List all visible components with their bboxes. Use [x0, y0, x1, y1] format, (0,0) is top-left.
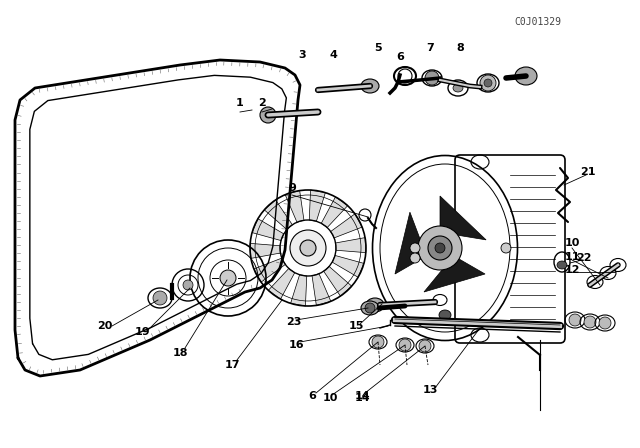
Text: C0J01329: C0J01329: [514, 17, 561, 26]
Polygon shape: [309, 190, 325, 221]
Polygon shape: [264, 200, 292, 229]
Circle shape: [584, 316, 596, 328]
Polygon shape: [335, 237, 366, 253]
Text: 9: 9: [288, 183, 296, 193]
Text: 18: 18: [172, 348, 188, 358]
Polygon shape: [395, 212, 440, 274]
Circle shape: [220, 270, 236, 286]
Circle shape: [569, 314, 581, 326]
Text: 5: 5: [374, 43, 382, 53]
Polygon shape: [324, 267, 352, 296]
Polygon shape: [252, 219, 284, 241]
Circle shape: [425, 71, 439, 85]
Ellipse shape: [453, 84, 463, 92]
Circle shape: [300, 240, 316, 256]
Text: 1: 1: [236, 98, 244, 108]
Polygon shape: [291, 275, 307, 306]
Text: 3: 3: [298, 50, 306, 60]
Text: 22: 22: [576, 253, 592, 263]
Circle shape: [484, 79, 492, 87]
Text: 11: 11: [564, 252, 580, 262]
Text: 21: 21: [580, 167, 596, 177]
Text: 12: 12: [564, 265, 580, 275]
Polygon shape: [332, 255, 364, 277]
Circle shape: [435, 243, 445, 253]
Text: 4: 4: [329, 50, 337, 60]
Text: 2: 2: [258, 98, 266, 108]
Circle shape: [153, 291, 167, 305]
Text: 19: 19: [134, 327, 150, 337]
Circle shape: [418, 226, 462, 270]
Ellipse shape: [557, 261, 567, 269]
Ellipse shape: [361, 301, 379, 315]
Polygon shape: [268, 268, 295, 299]
Text: 8: 8: [456, 43, 464, 53]
Text: 20: 20: [97, 321, 113, 331]
Polygon shape: [285, 190, 304, 222]
Circle shape: [410, 243, 420, 253]
Polygon shape: [321, 197, 348, 228]
Text: 23: 23: [286, 317, 301, 327]
Ellipse shape: [366, 298, 384, 312]
Polygon shape: [254, 258, 285, 282]
Text: 14: 14: [355, 391, 371, 401]
Polygon shape: [440, 196, 486, 248]
Polygon shape: [312, 274, 331, 306]
Ellipse shape: [361, 79, 379, 93]
Circle shape: [428, 236, 452, 260]
Circle shape: [183, 280, 193, 290]
Text: 10: 10: [323, 393, 338, 403]
Polygon shape: [424, 248, 485, 292]
Circle shape: [419, 340, 431, 352]
Circle shape: [599, 317, 611, 329]
Text: 13: 13: [422, 385, 438, 395]
Ellipse shape: [515, 67, 537, 85]
Text: 15: 15: [348, 321, 364, 331]
Polygon shape: [250, 243, 280, 258]
Circle shape: [372, 336, 384, 348]
Circle shape: [399, 339, 411, 351]
Circle shape: [410, 253, 420, 263]
Text: 7: 7: [426, 43, 434, 53]
Text: 17: 17: [224, 360, 240, 370]
Text: 10: 10: [564, 238, 580, 248]
Circle shape: [290, 230, 326, 266]
Text: 6: 6: [308, 391, 316, 401]
Text: 6: 6: [396, 52, 404, 62]
Ellipse shape: [439, 310, 451, 320]
Polygon shape: [331, 214, 362, 238]
Text: 14: 14: [354, 393, 370, 403]
Text: 16: 16: [288, 340, 304, 350]
Circle shape: [501, 243, 511, 253]
Circle shape: [480, 75, 496, 91]
Circle shape: [365, 303, 375, 313]
Circle shape: [260, 107, 276, 123]
